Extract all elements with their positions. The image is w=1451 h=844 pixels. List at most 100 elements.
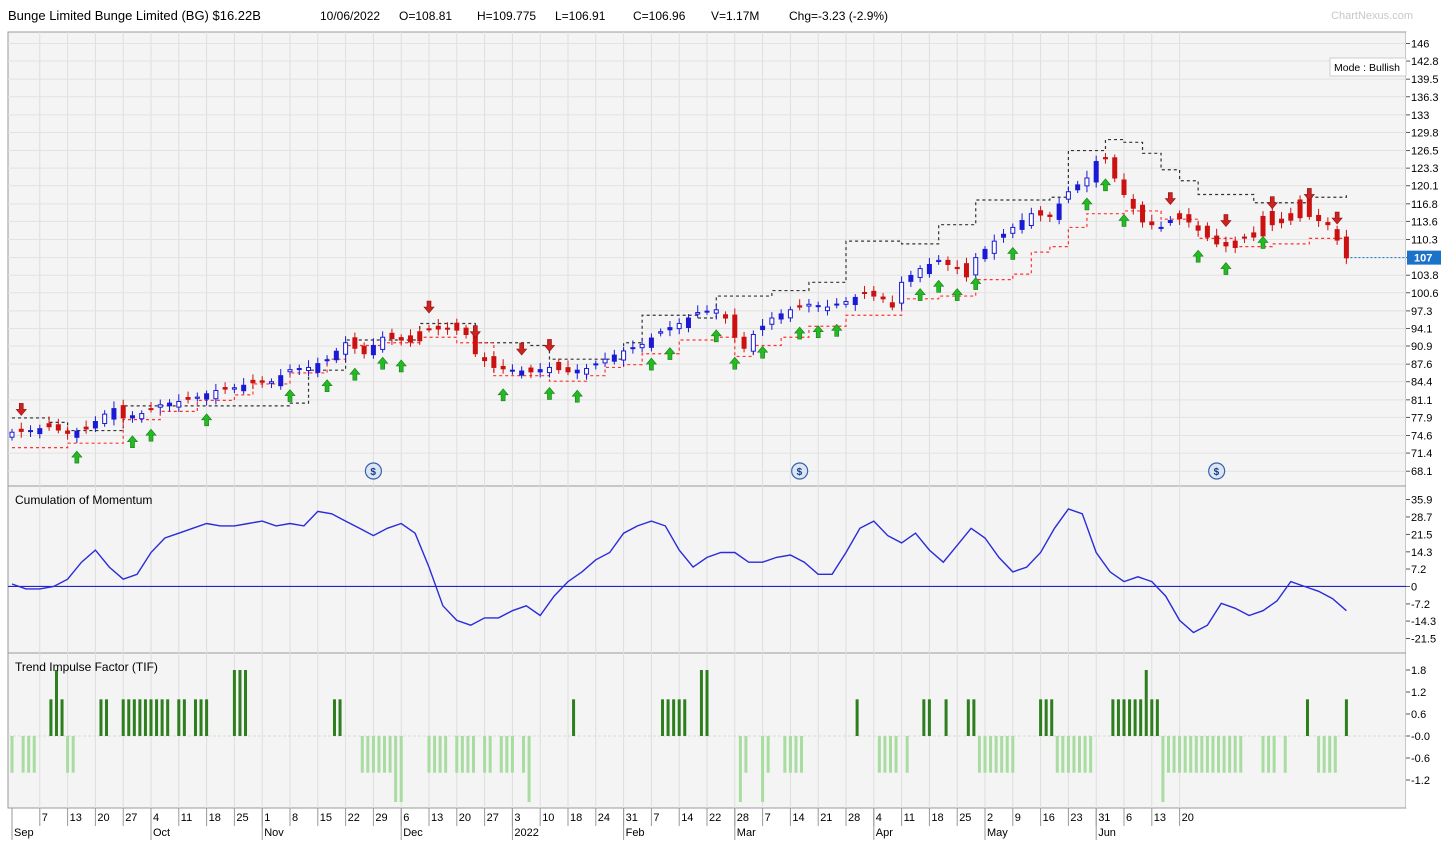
buy-arrow bbox=[395, 359, 407, 373]
candle bbox=[315, 363, 321, 373]
x-tick-label: 7 bbox=[765, 812, 771, 824]
tif-bar-positive bbox=[1111, 699, 1115, 736]
candle bbox=[1297, 199, 1303, 219]
buy-arrow-shape bbox=[145, 428, 157, 442]
candle bbox=[167, 402, 173, 407]
y-tick-label: 113.6 bbox=[1411, 216, 1438, 228]
candle bbox=[1112, 157, 1118, 179]
candle bbox=[463, 327, 469, 335]
buy-arrow-shape bbox=[321, 379, 333, 393]
tif-bar-positive bbox=[699, 670, 703, 736]
candle bbox=[704, 310, 710, 313]
candle bbox=[18, 428, 24, 432]
buy-arrow-shape bbox=[1081, 197, 1093, 211]
candle bbox=[908, 274, 914, 282]
candle bbox=[231, 387, 237, 390]
candle bbox=[389, 332, 395, 340]
tif-bar-negative bbox=[1222, 736, 1226, 773]
tif-bar-positive bbox=[332, 699, 336, 736]
tif-bar-negative bbox=[983, 736, 987, 773]
candle bbox=[1158, 226, 1164, 229]
candle bbox=[815, 305, 821, 308]
tif-bar-negative bbox=[1011, 736, 1015, 773]
tif-bar-negative bbox=[1317, 736, 1321, 773]
x-tick-label: 27 bbox=[125, 812, 137, 824]
momentum-panel: 35.9 28.7 21.5 14.3 7.2 0 -7.2 -14.3 -21.5 Cumula… bbox=[8, 493, 1436, 646]
tif-bar-negative bbox=[888, 736, 892, 773]
momentum-line bbox=[11, 508, 1347, 634]
tif-bar-positive bbox=[672, 699, 676, 736]
buy-arrow-shape bbox=[71, 450, 83, 464]
buy-arrow bbox=[812, 325, 824, 338]
tif-bar-negative bbox=[499, 736, 503, 773]
tif-bar-negative bbox=[877, 736, 881, 773]
x-tick-label: 15 bbox=[320, 812, 332, 824]
candle bbox=[593, 363, 599, 366]
candle bbox=[1038, 210, 1044, 216]
x-tick-label: 1 bbox=[264, 812, 270, 824]
candle bbox=[862, 291, 868, 294]
candle bbox=[417, 331, 423, 342]
candle bbox=[361, 345, 367, 355]
candle bbox=[852, 296, 858, 306]
y-tick-label: 139.5 bbox=[1411, 74, 1439, 86]
candle bbox=[1167, 220, 1173, 223]
tif-bar-negative bbox=[894, 736, 898, 773]
buy-arrow-shape bbox=[1118, 214, 1130, 227]
tif-bar-negative bbox=[1083, 736, 1087, 773]
tif-bar-positive bbox=[572, 699, 576, 736]
candle bbox=[732, 314, 738, 338]
candle bbox=[880, 296, 886, 300]
tif-bar-positive bbox=[1139, 699, 1143, 736]
buy-arrow-shape bbox=[645, 357, 658, 371]
candle bbox=[1279, 218, 1285, 224]
x-tick-label: 4 bbox=[876, 812, 882, 824]
candle bbox=[824, 306, 830, 312]
tif-bar-negative bbox=[371, 736, 375, 773]
tif-bar-positive bbox=[60, 699, 64, 736]
x-tick-label: 13 bbox=[1154, 812, 1166, 824]
quote-change: Chg=-3.23 (-2.9%) bbox=[789, 9, 889, 23]
x-tick-label: 6 bbox=[403, 812, 409, 824]
tif-bar-negative bbox=[794, 736, 798, 773]
sell-arrow bbox=[543, 339, 556, 352]
month-label: Jun bbox=[1098, 827, 1116, 839]
tif-bar-positive bbox=[1305, 699, 1309, 736]
candle bbox=[528, 367, 534, 373]
candle bbox=[806, 303, 812, 307]
sell-arrow-shape bbox=[469, 325, 481, 339]
tif-bar-positive bbox=[1116, 699, 1120, 736]
tif-bar-negative bbox=[1061, 736, 1065, 773]
candle bbox=[1001, 233, 1007, 238]
candle bbox=[370, 344, 376, 356]
buy-arrow-shape bbox=[664, 347, 676, 360]
candle bbox=[102, 413, 108, 425]
buy-arrow-shape bbox=[1099, 178, 1112, 192]
tif-bar-positive bbox=[972, 699, 976, 736]
x-tick-label: 16 bbox=[1043, 812, 1055, 824]
candle bbox=[1093, 161, 1099, 183]
x-tick-label: 18 bbox=[570, 812, 582, 824]
candle bbox=[519, 370, 525, 376]
x-tick-label: 11 bbox=[904, 812, 915, 824]
tif-bar-negative bbox=[71, 736, 75, 773]
tif-bar-positive bbox=[149, 699, 153, 736]
candle bbox=[222, 387, 228, 390]
x-tick-label: 25 bbox=[236, 812, 248, 824]
buy-arrow-shape bbox=[543, 386, 556, 400]
candle bbox=[1269, 211, 1275, 226]
buy-arrow-shape bbox=[756, 345, 769, 359]
sell-arrow-shape bbox=[423, 300, 435, 314]
tif-bar-negative bbox=[466, 736, 470, 773]
candle bbox=[871, 290, 877, 297]
quote-volume: V=1.17M bbox=[711, 9, 760, 23]
buy-arrow-shape bbox=[395, 359, 407, 373]
sell-arrow bbox=[1303, 188, 1315, 201]
tif-bar-positive bbox=[232, 670, 236, 736]
y-tick-label: -0.6 bbox=[1411, 753, 1430, 765]
sell-arrow-shape bbox=[1303, 188, 1315, 201]
tif-bar-negative bbox=[366, 736, 370, 773]
buy-arrow bbox=[914, 288, 926, 301]
candle bbox=[889, 302, 895, 308]
